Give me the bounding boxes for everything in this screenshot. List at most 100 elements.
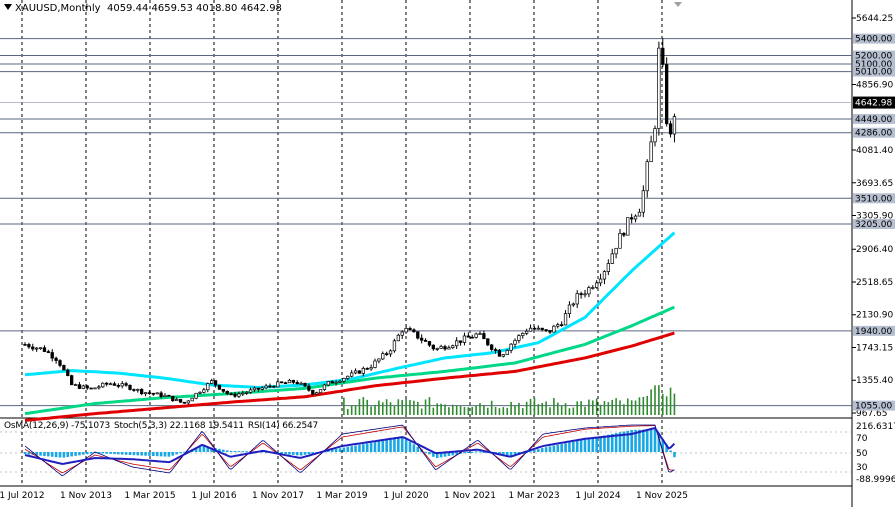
- candle-body: [353, 370, 358, 374]
- osma-bar: [673, 452, 676, 458]
- candles: [23, 38, 677, 405]
- stoch-signal-line: [24, 425, 675, 474]
- candle-body: [54, 357, 58, 361]
- stoch-main-line: [24, 424, 675, 477]
- candle-body: [248, 389, 253, 393]
- volume-bar: [595, 398, 598, 415]
- indicator-level-label: 50: [856, 449, 868, 459]
- candle-body: [544, 329, 548, 331]
- osma-bar: [397, 438, 400, 452]
- volume-bar: [545, 401, 547, 415]
- osma-bar: [66, 452, 70, 457]
- indicator-level-label: 216.6317: [856, 422, 895, 432]
- osma-bar: [544, 447, 548, 452]
- volume-bar: [346, 408, 349, 415]
- volume-bar: [588, 399, 590, 415]
- osma-bar: [152, 452, 155, 457]
- dropdown-triangle-icon[interactable]: [4, 4, 12, 10]
- candle-body: [217, 384, 222, 390]
- candle-body: [357, 370, 362, 374]
- candle-body: [256, 387, 260, 390]
- candle-body: [400, 331, 404, 336]
- volume-bar: [381, 402, 384, 415]
- y-tick-label: 2130.90: [856, 311, 893, 321]
- candle-body: [377, 358, 381, 362]
- osma-bar: [642, 429, 645, 452]
- osma-bar: [470, 451, 474, 453]
- price-level-tag: [853, 66, 895, 77]
- osma-bar: [171, 452, 175, 456]
- candle-body: [159, 392, 163, 397]
- osma-bar: [626, 430, 630, 452]
- price-level-tag: [853, 400, 895, 411]
- candle-body: [560, 324, 564, 327]
- volume-bar: [420, 408, 423, 415]
- volume-bar: [459, 406, 462, 415]
- candle-body: [27, 344, 31, 348]
- osma-bar: [389, 439, 392, 452]
- osma-bar: [505, 452, 509, 457]
- candle-body: [198, 391, 202, 394]
- candle-body: [610, 253, 614, 264]
- y-tick-label: 4081.40: [856, 146, 893, 156]
- osma-bar: [23, 452, 27, 455]
- price-level-tag: [853, 33, 895, 44]
- volume-bar: [432, 407, 435, 415]
- ema-line-green: [24, 305, 676, 416]
- volume-bar: [607, 402, 610, 415]
- osma-bar: [101, 452, 105, 454]
- volume-bar: [634, 400, 637, 415]
- osma-bar: [295, 452, 299, 456]
- osma-bar: [412, 444, 416, 452]
- candle-body: [369, 367, 373, 370]
- candle-body: [221, 388, 225, 392]
- osma-bar: [179, 452, 182, 454]
- osma-bar: [288, 452, 291, 455]
- osma-bar: [237, 451, 241, 453]
- osma-bar: [463, 452, 466, 454]
- osma-bar: [435, 452, 439, 459]
- osma-bar: [245, 451, 248, 453]
- indicator-title: OsMA(12,26,9) -75.1073 Stoch(5,3,3) 22.11…: [4, 421, 322, 431]
- candle-body: [490, 344, 494, 350]
- osma-bar: [474, 451, 478, 453]
- volume-bar: [549, 407, 551, 415]
- osma-bar: [404, 439, 408, 452]
- osma-bar: [447, 452, 451, 456]
- candle-body: [497, 349, 502, 357]
- candle-body: [474, 333, 478, 338]
- candle-body: [105, 382, 109, 385]
- osma-bar: [202, 445, 206, 452]
- ema-line-red: [24, 331, 675, 422]
- volume-bar: [518, 402, 520, 415]
- osma-bar: [575, 440, 579, 452]
- volume-bar: [502, 407, 505, 415]
- candle-body: [42, 347, 47, 352]
- volume-bar: [510, 401, 512, 415]
- indicator-panel: [23, 424, 676, 477]
- osma-bar: [622, 431, 626, 452]
- volume-bar: [444, 404, 446, 415]
- x-tick-label: 1 Mar 2019: [316, 491, 368, 501]
- volume-bar: [483, 404, 485, 415]
- volume-bar: [486, 407, 489, 415]
- candle-body: [50, 352, 54, 359]
- osma-bar: [175, 452, 178, 455]
- candle-body: [167, 394, 171, 397]
- volume-bar: [584, 406, 586, 415]
- candle-body: [276, 381, 280, 388]
- osma-bar: [377, 441, 381, 452]
- candle-body: [439, 346, 443, 349]
- osma-bar: [155, 452, 159, 457]
- osma-bar: [603, 435, 606, 452]
- candle-body: [630, 217, 634, 220]
- candle-body: [412, 329, 416, 333]
- osma-bar: [533, 450, 536, 452]
- price-levels: [0, 38, 852, 407]
- candle-body: [147, 392, 152, 394]
- x-tick-label: 1 Nov 2025: [636, 491, 688, 501]
- osma-bar: [439, 452, 443, 458]
- candle-body: [194, 392, 198, 399]
- x-axis: 1 Jul 2012 1 Nov 2013 1 Mar 2015 1 Jul 2016…: [0, 491, 688, 501]
